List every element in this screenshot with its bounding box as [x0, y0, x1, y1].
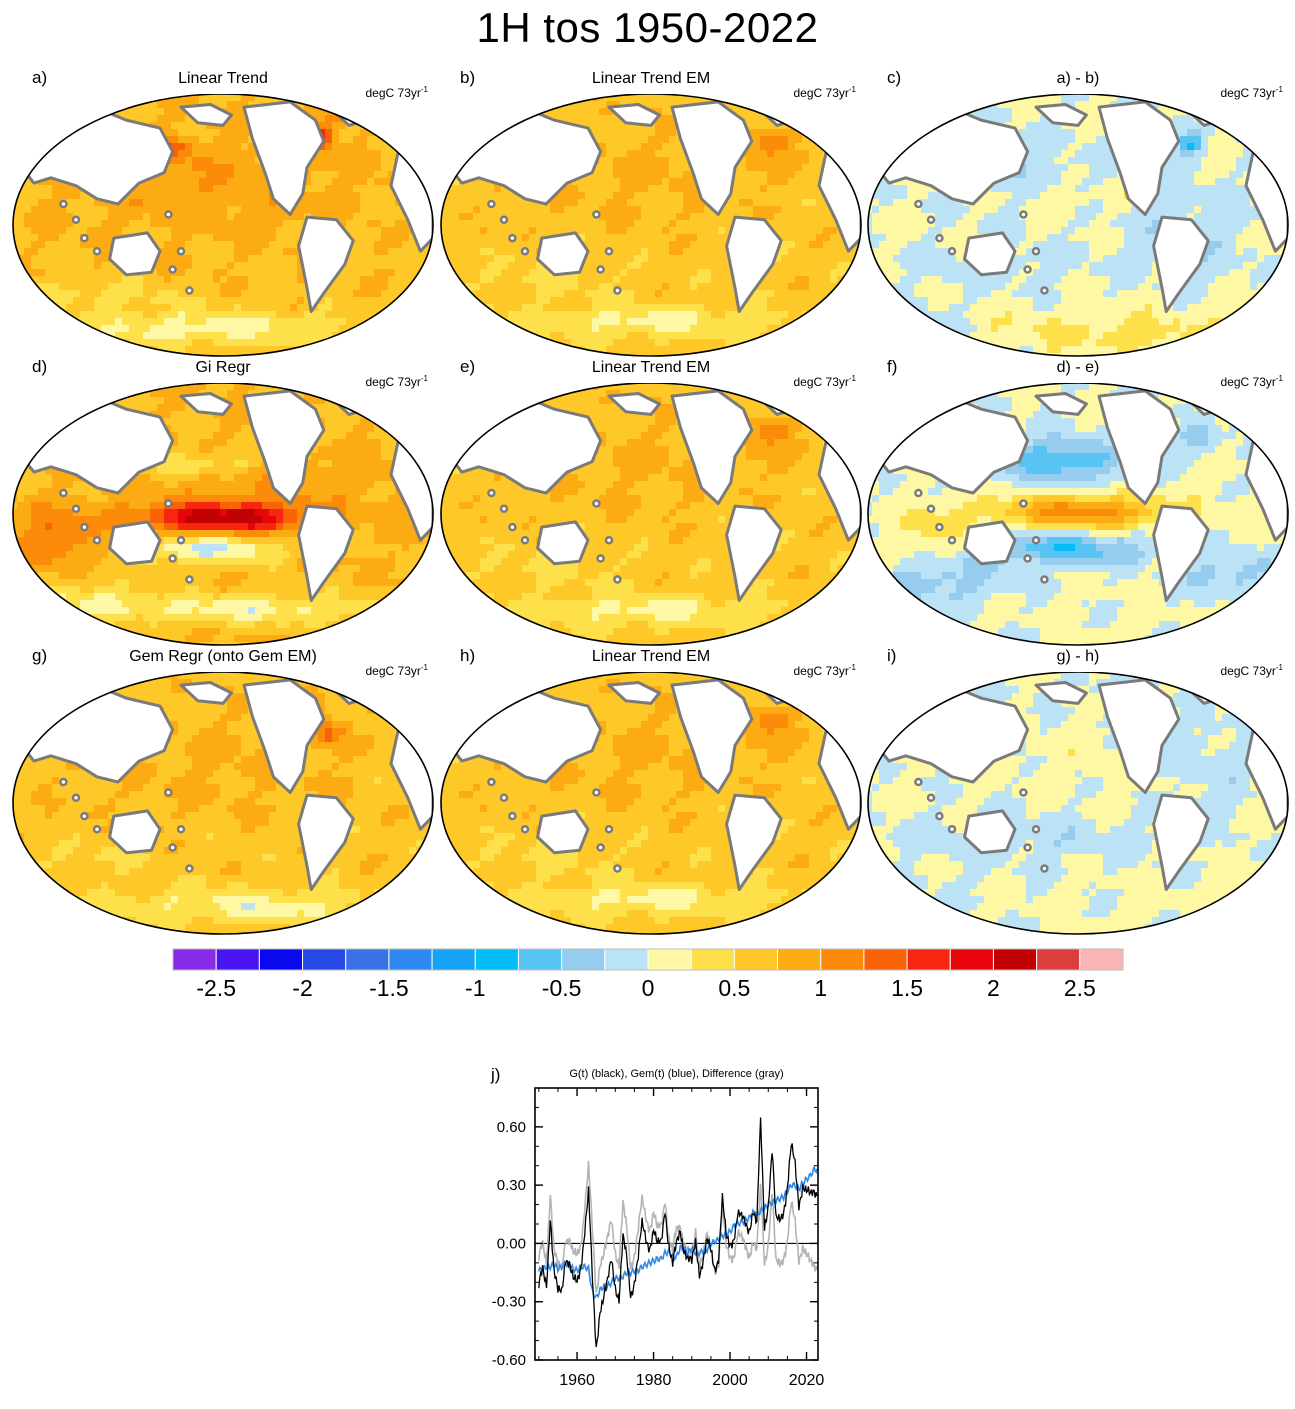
series-line-gt — [539, 1118, 817, 1348]
colorbar-label: -1.5 — [369, 975, 409, 1002]
map-g — [10, 672, 436, 936]
x-tick-label: 2020 — [789, 1372, 825, 1389]
colorbar-swatch — [475, 949, 518, 970]
colorbar-swatch — [432, 949, 475, 970]
y-tick-label: -0.30 — [492, 1294, 526, 1311]
colorbar-label: 0.5 — [718, 975, 750, 1002]
map-h — [438, 672, 864, 936]
colorbar-label: 1 — [814, 975, 827, 1002]
colorbar-swatch — [518, 949, 561, 970]
colorbar-swatch — [303, 949, 346, 970]
y-tick-label: 0.30 — [497, 1177, 526, 1194]
colorbar-label: 0 — [642, 975, 655, 1002]
timeseries-chart: j) G(t) (black), Gem(t) (blue), Differenc… — [450, 1060, 840, 1404]
colorbar-swatch — [216, 949, 259, 970]
colorbar-label: -2.5 — [196, 975, 236, 1002]
y-tick-label: 0.00 — [497, 1235, 526, 1252]
map-panel-f: f)d) - e)degC 73yr-1 — [865, 365, 1291, 647]
colorbar-label: -2 — [292, 975, 312, 1002]
series-line-gemt — [539, 1167, 817, 1298]
x-tick-label: 1980 — [636, 1372, 672, 1389]
colorbar-swatch — [1080, 949, 1123, 970]
colorbar-swatch — [864, 949, 907, 970]
map-d — [10, 383, 436, 647]
map-e — [438, 383, 864, 647]
colorbar-label: 2.5 — [1064, 975, 1096, 1002]
colorbar-label: -1 — [465, 975, 485, 1002]
map-a — [10, 94, 436, 358]
x-tick-label: 1960 — [559, 1372, 595, 1389]
map-f — [865, 383, 1291, 647]
colorbar-swatch — [562, 949, 605, 970]
map-b — [438, 94, 864, 358]
colorbar-swatch — [907, 949, 950, 970]
colorbar-swatch — [778, 949, 821, 970]
colorbar-swatch — [389, 949, 432, 970]
main-title: 1H tos 1950-2022 — [0, 4, 1295, 52]
colorbar-label: 1.5 — [891, 975, 923, 1002]
colorbar-swatch — [173, 949, 216, 970]
x-tick-label: 2000 — [712, 1372, 748, 1389]
colorbar-swatch — [950, 949, 993, 970]
colorbar-label: -0.5 — [542, 975, 582, 1002]
colorbar-swatch — [605, 949, 648, 970]
chart-title: G(t) (black), Gem(t) (blue), Difference … — [569, 1068, 783, 1080]
map-i — [865, 672, 1291, 936]
colorbar-swatch — [821, 949, 864, 970]
plot-frame — [535, 1088, 818, 1360]
colorbar-swatch — [691, 949, 734, 970]
colorbar-swatch — [346, 949, 389, 970]
colorbar-swatch — [993, 949, 1036, 970]
colorbar-swatch — [648, 949, 691, 970]
map-panel-c: c)a) - b)degC 73yr-1 — [865, 76, 1291, 358]
colorbar-swatch — [1037, 949, 1080, 970]
chart-label: j) — [490, 1065, 500, 1084]
map-c — [865, 94, 1291, 358]
colorbar-swatch — [259, 949, 302, 970]
colorbar-swatch — [734, 949, 777, 970]
timeseries-panel: j) G(t) (black), Gem(t) (blue), Differenc… — [450, 1060, 840, 1404]
series-line-difference — [539, 1161, 817, 1293]
colorbar — [172, 948, 1124, 972]
y-tick-label: -0.60 — [492, 1352, 526, 1369]
colorbar-label: 2 — [987, 975, 1000, 1002]
y-tick-label: 0.60 — [497, 1119, 526, 1136]
map-panel-g: g)Gem Regr (onto Gem EM)degC 73yr-1 — [10, 654, 436, 936]
map-panel-i: i)g) - h)degC 73yr-1 — [865, 654, 1291, 936]
